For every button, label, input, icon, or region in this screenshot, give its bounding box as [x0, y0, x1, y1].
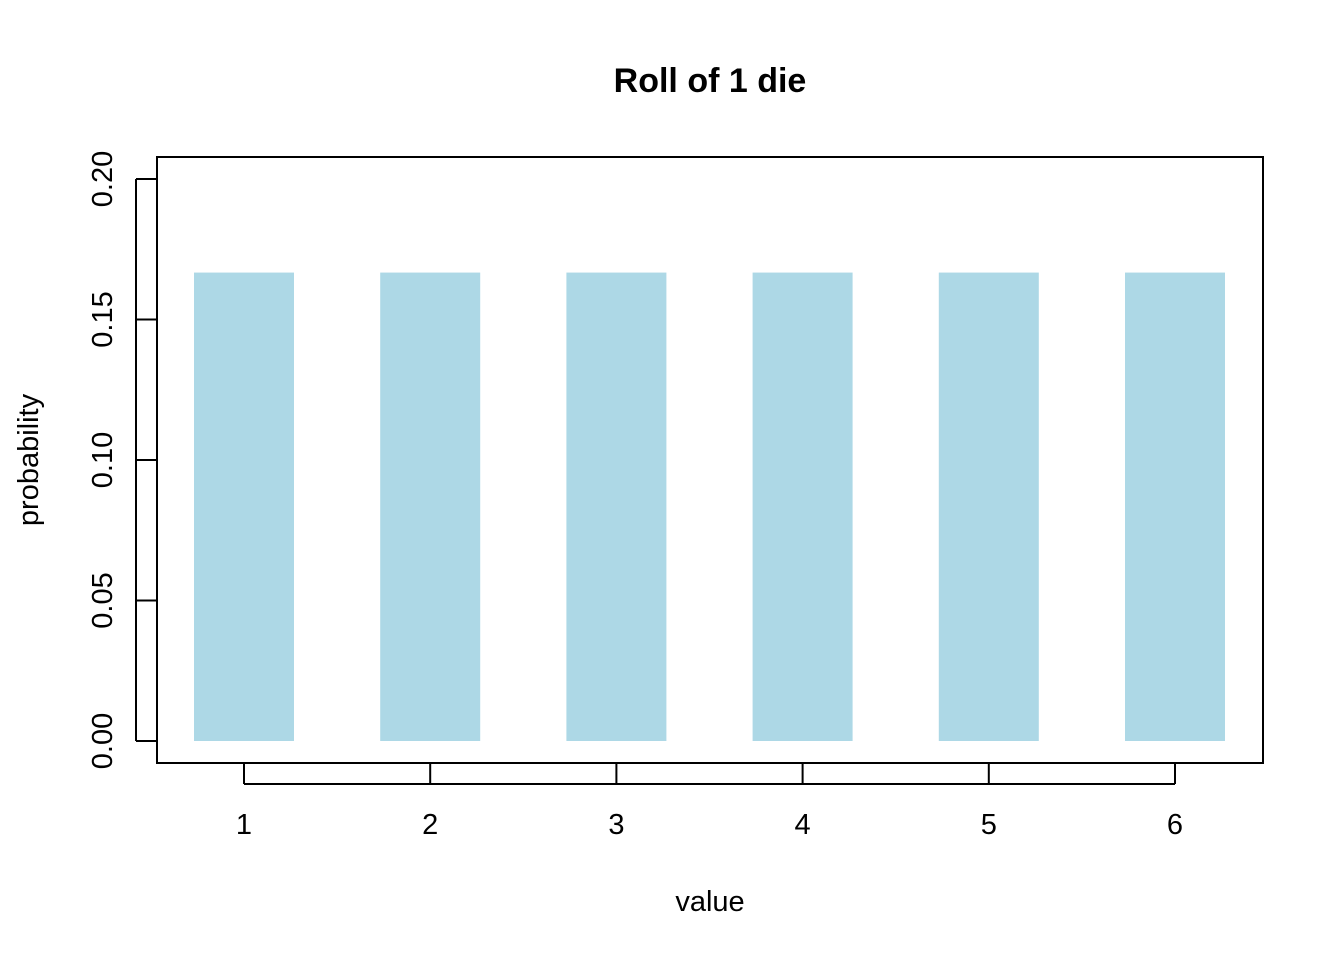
x-axis-label: value [675, 886, 744, 918]
bar-4 [752, 272, 853, 741]
bar-1 [194, 272, 294, 741]
x-tick-label-3: 3 [608, 809, 624, 841]
bar-6 [1125, 272, 1225, 741]
x-tick-label-1: 1 [236, 809, 252, 841]
y-tick-label-0.20: 0.20 [87, 151, 119, 207]
chart-title: Roll of 1 die [614, 62, 807, 100]
y-tick-label-0.10: 0.10 [87, 432, 119, 488]
x-tick-label-5: 5 [981, 809, 997, 841]
x-tick-label-6: 6 [1167, 809, 1183, 841]
x-axis: 1 2 3 4 5 6 [236, 763, 1183, 841]
x-tick-label-2: 2 [422, 809, 438, 841]
bar-5 [938, 272, 1039, 741]
bar-3 [566, 272, 667, 741]
plot-frame [156, 156, 1264, 764]
y-tick-label-0.00: 0.00 [87, 713, 119, 769]
y-tick-label-0.05: 0.05 [87, 572, 119, 628]
bar-2 [380, 272, 481, 741]
bars-group [194, 272, 1225, 741]
y-tick-label-0.15: 0.15 [87, 291, 119, 347]
y-axis: 0.00 0.05 0.10 0.15 0.20 [87, 151, 157, 769]
x-tick-label-4: 4 [795, 809, 811, 841]
y-axis-label: probability [13, 393, 45, 526]
